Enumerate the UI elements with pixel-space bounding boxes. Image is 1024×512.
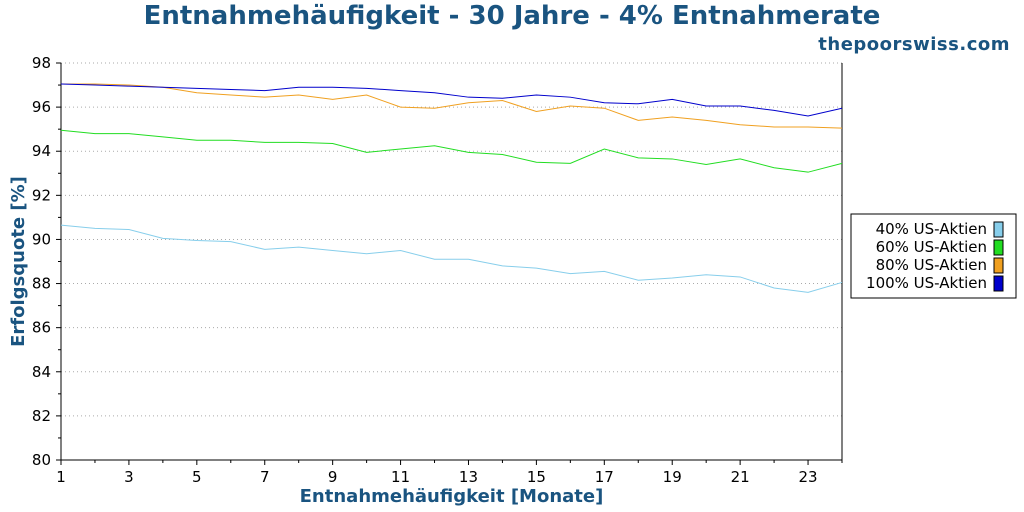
y-tick-label-86: 86 bbox=[32, 319, 51, 337]
x-axis-ticks: 1 3 5 7 9 11 13 15 17 19 21 23 bbox=[56, 460, 843, 486]
series-line-60-us-aktien bbox=[60, 129, 843, 173]
y-axis-ticks: 80 82 84 86 88 90 92 94 96 98 bbox=[32, 54, 61, 469]
y-tick-label-80: 80 bbox=[32, 451, 51, 469]
x-tick-label-3: 3 bbox=[124, 468, 134, 486]
x-tick-label-1: 1 bbox=[56, 468, 66, 486]
series-lines bbox=[60, 83, 843, 293]
legend-label-0: 40% US-Aktien bbox=[876, 220, 987, 238]
legend-swatch-0 bbox=[993, 221, 1004, 238]
series-line-80-us-aktien bbox=[61, 83, 843, 129]
y-tick-label-92: 92 bbox=[32, 186, 51, 204]
x-tick-label-17: 17 bbox=[595, 468, 614, 486]
x-tick-label-21: 21 bbox=[731, 468, 750, 486]
legend-swatch-3 bbox=[993, 275, 1004, 292]
series-line-40-us-aktien bbox=[60, 224, 843, 293]
y-tick-label-94: 94 bbox=[32, 142, 51, 160]
x-tick-label-13: 13 bbox=[459, 468, 478, 486]
legend-swatch-2 bbox=[993, 257, 1004, 274]
legend-swatch-1 bbox=[993, 239, 1004, 256]
x-tick-label-11: 11 bbox=[391, 468, 410, 486]
legend-label-1: 60% US-Aktien bbox=[876, 238, 987, 256]
x-tick-label-5: 5 bbox=[192, 468, 202, 486]
y-tick-label-90: 90 bbox=[32, 230, 51, 248]
legend-label-3: 100% US-Aktien bbox=[866, 274, 987, 292]
source-label: thepoorswiss.com bbox=[818, 34, 1010, 55]
chart-title: Entnahmehäufigkeit - 30 Jahre - 4% Entna… bbox=[143, 1, 881, 31]
series-line-100-us-aktien bbox=[60, 83, 843, 117]
x-tick-label-9: 9 bbox=[328, 468, 338, 486]
legend-box bbox=[850, 213, 1017, 299]
x-tick-label-7: 7 bbox=[260, 468, 270, 486]
y-tick-label-88: 88 bbox=[32, 275, 51, 293]
x-tick-label-15: 15 bbox=[527, 468, 546, 486]
y-axis-title: Erfolgsquote [%] bbox=[8, 176, 29, 347]
x-axis-title: Entnahmehäufigkeit [Monate] bbox=[300, 486, 604, 507]
y-tick-label-84: 84 bbox=[32, 363, 51, 381]
y-tick-label-96: 96 bbox=[32, 98, 51, 116]
legend-label-2: 80% US-Aktien bbox=[876, 256, 987, 274]
y-tick-label-98: 98 bbox=[32, 54, 51, 72]
x-tick-label-23: 23 bbox=[798, 468, 817, 486]
x-tick-label-19: 19 bbox=[663, 468, 682, 486]
y-tick-label-82: 82 bbox=[32, 407, 51, 425]
